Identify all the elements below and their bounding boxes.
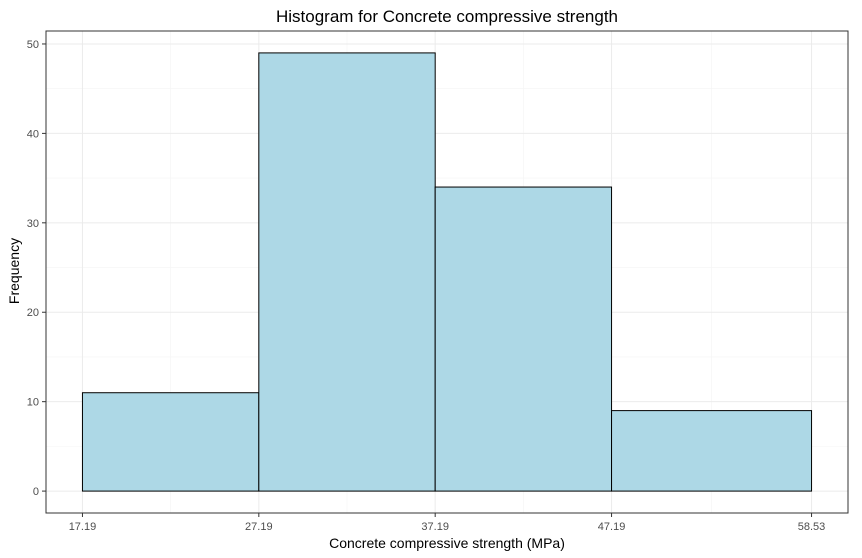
bars	[81, 52, 813, 492]
y-tick-label: 20	[27, 307, 39, 319]
y-tick-label: 40	[27, 128, 39, 140]
x-tick-label: 58.53	[798, 521, 826, 533]
x-tick-label: 47.19	[598, 521, 626, 533]
chart-title: Histogram for Concrete compressive stren…	[276, 7, 618, 26]
x-tick-label: 17.19	[69, 521, 97, 533]
histogram-bar	[258, 52, 436, 492]
x-axis-title: Concrete compressive strength (MPa)	[329, 535, 565, 551]
y-axis-title: Frequency	[6, 238, 22, 304]
panel-border	[45, 30, 849, 514]
y-axis-ticks: 0 10 20 30 40 50	[27, 39, 46, 498]
x-tick-label: 37.19	[421, 521, 449, 533]
x-tick-label: 27.19	[245, 521, 273, 533]
y-tick-label: 10	[27, 397, 39, 409]
y-tick-label: 30	[27, 218, 39, 230]
histogram-bar	[434, 186, 613, 492]
histogram-bar	[81, 392, 260, 492]
y-tick-label: 0	[33, 486, 39, 498]
y-tick-label: 50	[27, 39, 39, 51]
histogram-bar	[611, 410, 813, 492]
x-axis-ticks: 17.19 27.19 37.19 47.19 58.53	[69, 513, 826, 533]
